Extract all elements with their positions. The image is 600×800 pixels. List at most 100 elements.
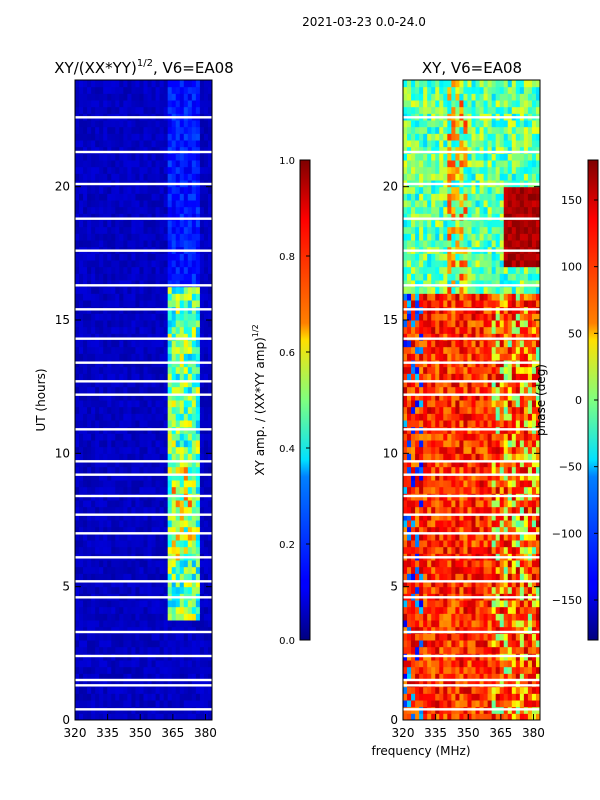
heatmap-cell bbox=[171, 586, 177, 594]
heatmap-cell bbox=[183, 466, 189, 474]
heatmap-cell bbox=[79, 446, 84, 454]
heatmap-cell bbox=[179, 300, 185, 308]
heatmap-cell bbox=[451, 646, 456, 654]
heatmap-cell bbox=[79, 320, 84, 328]
heatmap-cell bbox=[423, 440, 428, 448]
heatmap-cell bbox=[75, 400, 80, 408]
heatmap-cell bbox=[207, 160, 213, 168]
heatmap-cell bbox=[411, 580, 416, 588]
heatmap-cell bbox=[99, 433, 104, 441]
heatmap-cell bbox=[87, 586, 92, 594]
heatmap-cell bbox=[143, 213, 149, 221]
heatmap-cell bbox=[515, 660, 521, 668]
heatmap-cell bbox=[111, 313, 116, 321]
heatmap-cell bbox=[503, 626, 509, 634]
heatmap-cell bbox=[179, 673, 185, 681]
heatmap-cell bbox=[191, 713, 197, 721]
heatmap-cell bbox=[459, 600, 464, 608]
heatmap-cell bbox=[175, 86, 181, 94]
heatmap-cell bbox=[75, 520, 80, 528]
heatmap-cell bbox=[151, 673, 157, 681]
data-gap bbox=[75, 654, 212, 658]
heatmap-cell bbox=[103, 513, 108, 521]
heatmap-cell bbox=[467, 506, 472, 514]
heatmap-cell bbox=[111, 280, 116, 288]
heatmap-cell bbox=[111, 240, 116, 248]
heatmap-cell bbox=[171, 633, 177, 641]
heatmap-cell bbox=[119, 226, 124, 234]
heatmap-cell bbox=[115, 660, 120, 668]
heatmap-cell bbox=[443, 713, 448, 721]
heatmap-cell bbox=[527, 686, 533, 694]
heatmap-cell bbox=[183, 186, 189, 194]
heatmap-cell bbox=[167, 386, 173, 394]
heatmap-cell bbox=[471, 433, 477, 441]
heatmap-cell bbox=[467, 573, 472, 581]
heatmap-cell bbox=[191, 226, 197, 234]
heatmap-cell bbox=[403, 573, 408, 581]
heatmap-cell bbox=[107, 446, 112, 454]
heatmap-cell bbox=[83, 406, 88, 414]
heatmap-cell bbox=[195, 273, 201, 281]
heatmap-cell bbox=[467, 440, 472, 448]
heatmap-cell bbox=[467, 453, 472, 461]
heatmap-cell bbox=[103, 620, 108, 628]
heatmap-cell bbox=[467, 686, 472, 694]
heatmap-cell bbox=[179, 333, 185, 341]
heatmap-cell bbox=[167, 526, 173, 534]
heatmap-cell bbox=[419, 460, 424, 468]
heatmap-cell bbox=[527, 406, 533, 414]
heatmap-cell bbox=[171, 566, 177, 574]
heatmap-cell bbox=[187, 420, 193, 428]
heatmap-cell bbox=[207, 106, 213, 114]
heatmap-cell bbox=[459, 700, 464, 708]
heatmap-cell bbox=[75, 700, 80, 708]
heatmap-cell bbox=[119, 486, 124, 494]
heatmap-cell bbox=[155, 480, 161, 488]
heatmap-cell bbox=[131, 80, 136, 88]
heatmap-cell bbox=[523, 473, 529, 481]
heatmap-cell bbox=[127, 580, 132, 588]
heatmap-cell bbox=[503, 620, 509, 628]
heatmap-cell bbox=[447, 646, 452, 654]
heatmap-cell bbox=[87, 220, 92, 228]
heatmap-cell bbox=[203, 206, 209, 214]
heatmap-cell bbox=[83, 540, 88, 548]
heatmap-cell bbox=[143, 453, 149, 461]
heatmap-cell bbox=[115, 293, 120, 301]
heatmap-cell bbox=[83, 140, 88, 148]
heatmap-cell bbox=[75, 413, 80, 421]
heatmap-cell bbox=[87, 273, 92, 281]
heatmap-cell bbox=[159, 293, 165, 301]
heatmap-cell bbox=[95, 173, 100, 181]
heatmap-cell bbox=[83, 580, 88, 588]
heatmap-cell bbox=[427, 546, 432, 554]
heatmap-cell bbox=[535, 626, 541, 634]
heatmap-cell bbox=[439, 600, 444, 608]
heatmap-cell bbox=[515, 413, 521, 421]
heatmap-cell bbox=[111, 420, 116, 428]
heatmap-cell bbox=[459, 633, 464, 641]
heatmap-cell bbox=[159, 386, 165, 394]
heatmap-cell bbox=[123, 640, 128, 648]
heatmap-cell bbox=[483, 420, 489, 428]
heatmap-cell bbox=[179, 440, 185, 448]
heatmap-cell bbox=[203, 313, 209, 321]
heatmap-cell bbox=[83, 606, 88, 614]
heatmap-cell bbox=[103, 626, 108, 634]
heatmap-cell bbox=[479, 620, 485, 628]
heatmap-cell bbox=[167, 380, 173, 388]
heatmap-cell bbox=[99, 280, 104, 288]
heatmap-cell bbox=[403, 560, 408, 568]
heatmap-cell bbox=[199, 313, 205, 321]
heatmap-cell bbox=[415, 500, 420, 508]
heatmap-cell bbox=[527, 533, 533, 541]
heatmap-cell bbox=[403, 433, 408, 441]
heatmap-cell bbox=[99, 126, 104, 134]
heatmap-cell bbox=[123, 660, 128, 668]
heatmap-cell bbox=[475, 480, 481, 488]
heatmap-cell bbox=[423, 586, 428, 594]
heatmap-cell bbox=[171, 540, 177, 548]
heatmap-cell bbox=[139, 580, 144, 588]
heatmap-cell bbox=[159, 226, 165, 234]
